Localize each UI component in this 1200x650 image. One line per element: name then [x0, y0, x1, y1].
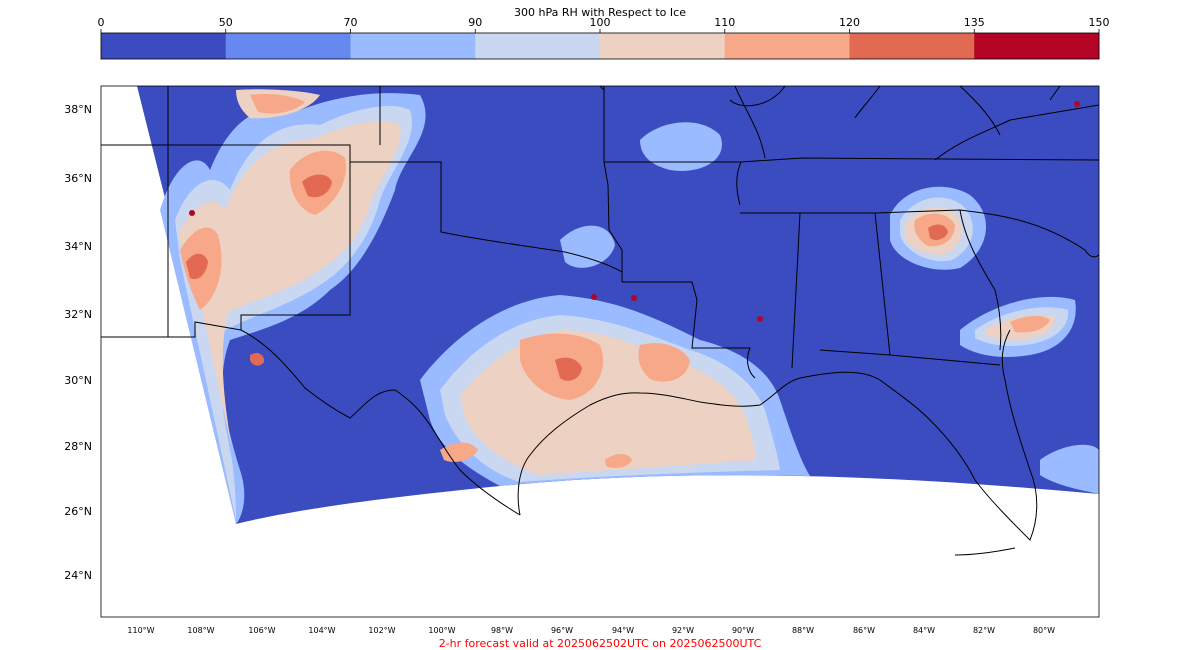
colorbar-tick-label: 110	[714, 16, 735, 29]
lon-label: 82°W	[973, 626, 995, 635]
lat-label: 26°N	[64, 505, 92, 518]
lat-label: 24°N	[64, 569, 92, 582]
lon-label: 86°W	[853, 626, 875, 635]
lon-label: 98°W	[491, 626, 513, 635]
lon-label: 84°W	[913, 626, 935, 635]
colorbar-tick-label: 0	[98, 16, 105, 29]
lat-label: 36°N	[64, 172, 92, 185]
lon-label: 108°W	[187, 626, 214, 635]
colorbar-swatches	[101, 33, 1100, 59]
lon-label: 92°W	[672, 626, 694, 635]
colorbar-swatch	[974, 33, 1100, 59]
colorbar-tick-label: 135	[964, 16, 985, 29]
lon-label: 100°W	[428, 626, 455, 635]
latitude-labels: 38°N 36°N 34°N 32°N 30°N 28°N 26°N 24°N	[64, 103, 92, 582]
colorbar-frame	[100, 32, 1100, 60]
lon-label: 110°W	[127, 626, 154, 635]
lat-label: 30°N	[64, 374, 92, 387]
lon-label: 106°W	[248, 626, 275, 635]
colorbar-swatch	[350, 33, 476, 59]
lon-label: 80°W	[1033, 626, 1055, 635]
map-frame	[100, 85, 1100, 618]
lon-label: 102°W	[368, 626, 395, 635]
lat-label: 38°N	[64, 103, 92, 116]
colorbar-swatch	[724, 33, 850, 59]
colorbar-swatch	[849, 33, 975, 59]
map-area	[101, 86, 1099, 556]
colorbar-tick-label: 150	[1089, 16, 1110, 29]
longitude-labels: 110°W 108°W 106°W 104°W 102°W 100°W 98°W…	[127, 626, 1055, 635]
colorbar-title: 300 hPa RH with Respect to Ice	[514, 6, 686, 19]
lat-label: 34°N	[64, 240, 92, 253]
lon-label: 104°W	[308, 626, 335, 635]
colorbar-swatch	[600, 33, 726, 59]
colorbar-swatch	[225, 33, 351, 59]
colorbar-tick-label: 50	[219, 16, 233, 29]
colorbar-ticks: 0 50 70 90 100 110 120 135 150	[98, 16, 1110, 33]
lon-label: 96°W	[551, 626, 573, 635]
colorbar: 300 hPa RH with Respect to Ice 0 50 70 90 10…	[98, 6, 1110, 60]
lon-label: 94°W	[612, 626, 634, 635]
rh-contours-120-135	[186, 174, 948, 381]
colorbar-tick-label: 70	[344, 16, 358, 29]
lat-label: 32°N	[64, 308, 92, 321]
colorbar-tick-label: 100	[590, 16, 611, 29]
political-boundaries	[101, 86, 1099, 556]
lon-label: 88°W	[792, 626, 814, 635]
colorbar-tick-label: 120	[839, 16, 860, 29]
lon-label: 90°W	[732, 626, 754, 635]
colorbar-swatch	[101, 33, 227, 59]
rh-contours-135-150	[189, 101, 1080, 322]
colorbar-swatch	[475, 33, 601, 59]
colorbar-tick-label: 90	[468, 16, 482, 29]
lat-label: 28°N	[64, 440, 92, 453]
forecast-valid-label: 2-hr forecast valid at 2025062502UTC on …	[439, 637, 762, 650]
